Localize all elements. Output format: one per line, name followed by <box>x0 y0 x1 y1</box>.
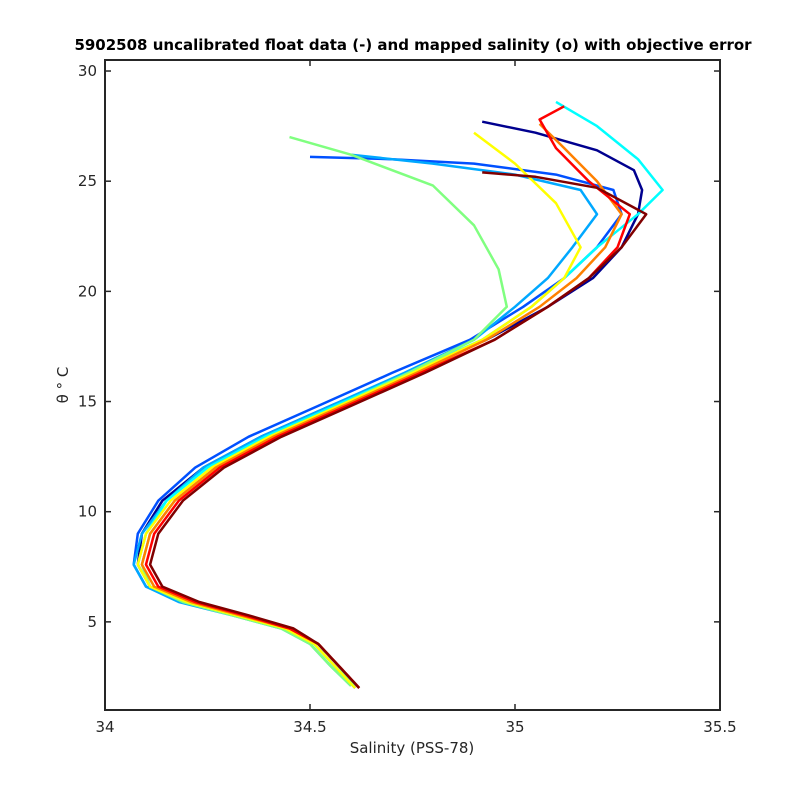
y-tick-label: 15 <box>78 393 97 411</box>
x-tick-label: 35.5 <box>703 718 736 736</box>
series-layer <box>132 100 664 689</box>
x-axis-label: Salinity (PSS-78) <box>350 739 475 757</box>
y-tick-label: 20 <box>78 282 97 300</box>
y-tick-label: 10 <box>78 503 97 521</box>
ticks-layer: 34 34.5 35 35.5 5 10 15 20 25 30 <box>78 60 737 736</box>
x-tick-label: 35 <box>505 718 524 736</box>
profile-line-9 <box>148 171 648 689</box>
y-axis-label: θ ° C <box>54 367 72 404</box>
x-tick-label: 34 <box>95 718 114 736</box>
y-tick-label: 30 <box>78 62 97 80</box>
chart-title: 5902508 uncalibrated float data (-) and … <box>74 36 752 54</box>
plot-frame <box>104 59 721 711</box>
x-tick-label: 34.5 <box>293 718 326 736</box>
y-tick-label: 5 <box>87 613 97 631</box>
y-tick-label: 25 <box>78 172 97 190</box>
